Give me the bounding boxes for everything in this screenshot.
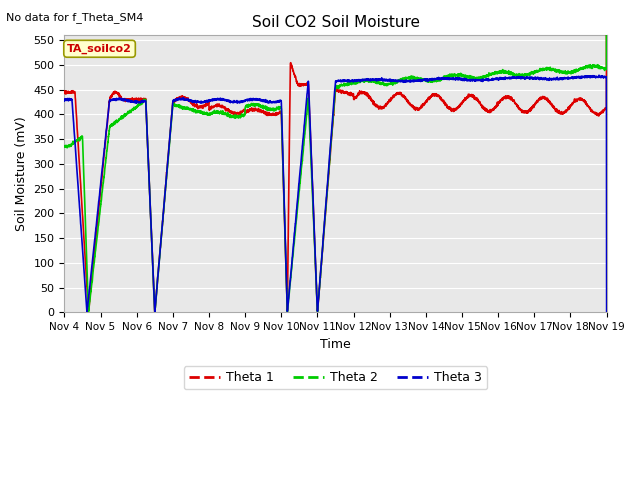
Text: No data for f_Theta_SM4: No data for f_Theta_SM4 xyxy=(6,12,144,23)
Y-axis label: Soil Moisture (mV): Soil Moisture (mV) xyxy=(15,117,28,231)
Legend: Theta 1, Theta 2, Theta 3: Theta 1, Theta 2, Theta 3 xyxy=(184,366,487,389)
X-axis label: Time: Time xyxy=(320,337,351,351)
Text: TA_soilco2: TA_soilco2 xyxy=(67,44,132,54)
Title: Soil CO2 Soil Moisture: Soil CO2 Soil Moisture xyxy=(252,15,419,30)
